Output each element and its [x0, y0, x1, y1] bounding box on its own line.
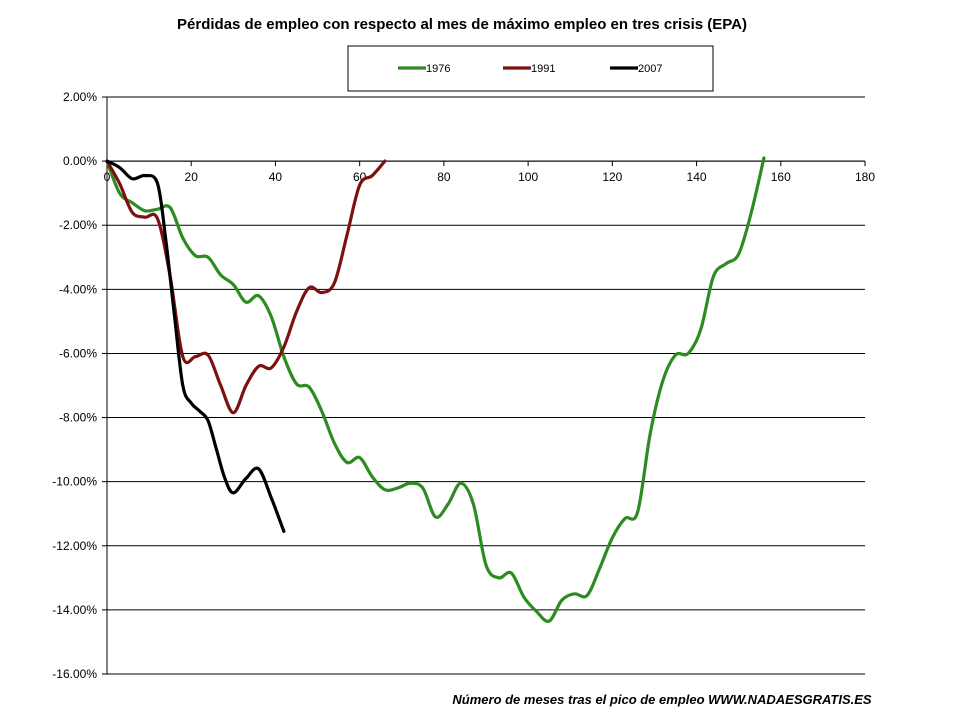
- x-tick-label: 160: [771, 170, 791, 184]
- legend-label-1976: 1976: [426, 63, 450, 75]
- series-line-1991: [105, 159, 387, 415]
- legend: 1976 1991 2007: [347, 45, 714, 92]
- y-tick-label: 0.00%: [63, 154, 97, 168]
- y-tick-label: -10.00%: [52, 475, 97, 489]
- x-tick-label: 40: [269, 170, 283, 184]
- y-tick-label: 2.00%: [63, 90, 97, 104]
- axes: [102, 96, 866, 675]
- x-tick-label: 180: [855, 170, 875, 184]
- x-tick-label: 120: [602, 170, 622, 184]
- x-tick-label: 20: [185, 170, 199, 184]
- x-tick-label: 80: [437, 170, 451, 184]
- series-lines: [105, 156, 766, 623]
- y-tick-label: -6.00%: [59, 346, 97, 360]
- x-tick-label: 0: [104, 170, 111, 184]
- x-tick-labels: 0 20 40 60 80 100 120 140 160 180: [104, 170, 876, 184]
- y-tick-label: -14.00%: [52, 603, 97, 617]
- x-axis-label: Número de meses tras el pico de empleo W…: [452, 692, 872, 707]
- y-tick-label: -2.00%: [59, 218, 97, 232]
- y-tick-label: -12.00%: [52, 539, 97, 553]
- y-tick-labels: 2.00% 0.00% -2.00% -4.00% -6.00% -8.00% -10.00…: [52, 90, 97, 681]
- legend-label-1991: 1991: [531, 63, 555, 75]
- chart-title: Pérdidas de empleo con respecto al mes d…: [177, 16, 747, 33]
- legend-label-2007: 2007: [638, 63, 662, 75]
- x-tick-label: 100: [518, 170, 538, 184]
- series-line-1976: [105, 156, 766, 623]
- series-line-2007: [105, 159, 286, 533]
- y-tick-label: -8.00%: [59, 411, 97, 425]
- y-tick-label: -16.00%: [52, 667, 97, 681]
- x-tick-label: 140: [687, 170, 707, 184]
- y-tick-label: -4.00%: [59, 282, 97, 296]
